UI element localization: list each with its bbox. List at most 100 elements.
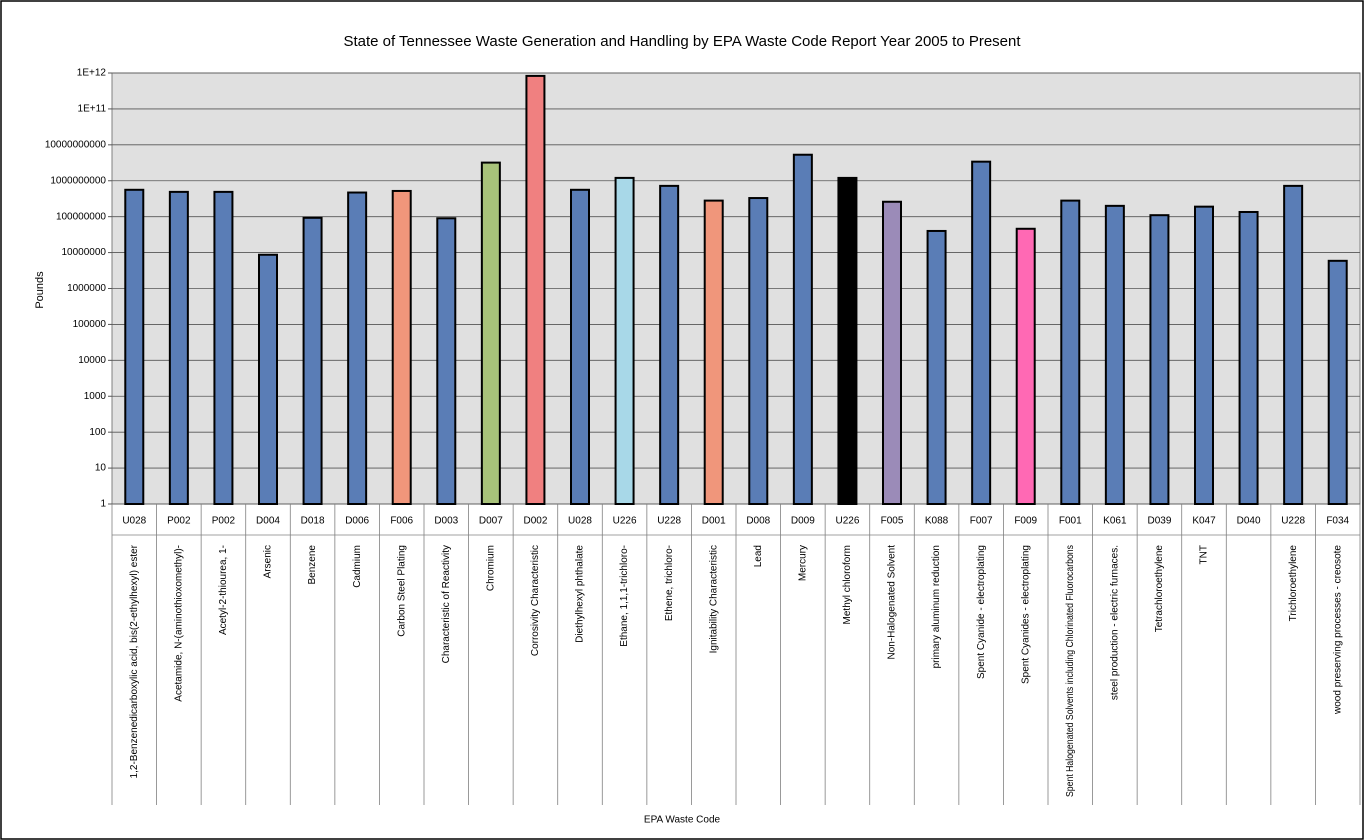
y-tick-label: 10000000000 [45, 139, 107, 150]
x-tick-label: Lead [753, 545, 764, 567]
x-tick-code: D008 [746, 516, 770, 527]
bar [302, 216, 323, 506]
x-tick-code: U228 [1281, 516, 1305, 527]
x-tick-code: P002 [212, 516, 236, 527]
bar [792, 153, 813, 505]
x-tick-code: D002 [523, 516, 547, 527]
y-tick-label: 1000000 [67, 283, 106, 294]
bar [703, 199, 724, 506]
bar [1104, 204, 1125, 505]
y-tick-label: 1000000000 [50, 175, 106, 186]
x-tick-code: D018 [301, 516, 325, 527]
y-tick-label: 10000 [78, 355, 106, 366]
y-tick-label: 10000000 [62, 247, 107, 258]
y-tick-label: 1 [100, 499, 106, 510]
x-tick-label: Arsenic [263, 545, 274, 578]
bar [480, 161, 501, 505]
y-tick-label: 1E+11 [78, 104, 107, 115]
bar [168, 190, 189, 505]
y-tick-label: 100 [89, 427, 106, 438]
x-tick-code: U226 [613, 516, 637, 527]
bar [971, 160, 992, 505]
x-tick-label: Mercury [797, 545, 808, 581]
bar [391, 189, 412, 505]
bar [347, 191, 368, 505]
x-tick-label: Methyl chloroform [842, 545, 853, 624]
x-axis-label: EPA Waste Code [644, 815, 721, 826]
x-tick-code: D009 [791, 516, 815, 527]
x-tick-label: Ethene, trichloro- [664, 545, 675, 621]
bar [1327, 259, 1348, 505]
x-tick-code: U226 [835, 516, 859, 527]
x-tick-code: F005 [881, 516, 904, 527]
bar [213, 190, 234, 505]
bar [525, 74, 546, 506]
x-tick-label: Spent Cyanide - electroplating [976, 545, 987, 679]
x-tick-code: F009 [1014, 516, 1037, 527]
x-tick-label: Non-Halogenated Solvent [887, 545, 898, 660]
chart-title: State of Tennessee Waste Generation and … [343, 33, 1021, 50]
x-tick-label: Spent Cyanides - electroplating [1020, 545, 1031, 684]
x-tick-code: F006 [390, 516, 413, 527]
x-tick-code: P002 [167, 516, 191, 527]
x-tick-code: F001 [1059, 516, 1082, 527]
x-tick-label: 1,2-Benzenedicarboxylic acid, bis(2-ethy… [129, 544, 140, 778]
x-tick-label: Spent Halogenated Solvents including Chl… [1065, 545, 1076, 797]
x-tick-label: Characteristic of Reactivity [441, 545, 452, 663]
x-tick-code: K061 [1103, 516, 1127, 527]
bar [882, 200, 902, 505]
x-tick-code: U028 [568, 516, 592, 527]
x-tick-code: F034 [1326, 516, 1349, 527]
x-tick-label: TNT [1199, 545, 1210, 564]
bar [1060, 199, 1081, 506]
x-tick-code: U228 [657, 516, 681, 527]
bar [659, 184, 680, 505]
x-tick-label: steel production - electric furnaces. [1109, 545, 1120, 700]
y-tick-label: 1E+12 [77, 68, 107, 79]
x-tick-code: D004 [256, 516, 280, 527]
x-tick-label: Ignitability Characteristic [708, 545, 719, 653]
x-tick-code: D039 [1147, 516, 1171, 527]
y-tick-label: 1000 [84, 391, 107, 402]
x-tick-label: Diethylhexyl phthalate [575, 545, 586, 643]
x-tick-code: D003 [434, 516, 458, 527]
x-tick-label: Acetamide, N-(aminothioxomethyl)- [173, 545, 184, 702]
x-tick-label: Trichloroethylene [1288, 545, 1299, 622]
x-tick-code: U028 [122, 516, 146, 527]
x-tick-label: Chromium [485, 545, 496, 591]
x-tick-label: Tetrachloroethylene [1154, 545, 1165, 633]
bar [1283, 184, 1304, 505]
bar [258, 253, 278, 505]
bar [1149, 214, 1170, 505]
bar [748, 197, 769, 506]
x-tick-label: Ethane, 1,1,1-trichloro- [619, 545, 630, 647]
x-tick-label: Benzene [307, 545, 318, 585]
bar [436, 217, 457, 505]
bar [124, 188, 145, 505]
bar [1015, 227, 1036, 506]
bar [1238, 210, 1259, 506]
y-axis-label: Pounds [34, 271, 46, 309]
x-tick-code: D001 [702, 516, 726, 527]
x-tick-code: K088 [925, 516, 949, 527]
bar [837, 176, 858, 505]
y-tick-label: 10 [95, 463, 107, 474]
x-tick-code: K047 [1192, 516, 1216, 527]
x-tick-code: D040 [1237, 516, 1261, 527]
y-tick-label: 100000000 [56, 211, 106, 222]
x-tick-code: D006 [345, 516, 369, 527]
x-tick-label: Carbon Steel Plating [396, 545, 407, 637]
x-tick-label: wood preserving processes - creosote [1332, 545, 1343, 715]
x-tick-label: primary aluminum reduction [931, 545, 942, 668]
bar [614, 176, 635, 505]
x-tick-code: F007 [970, 516, 993, 527]
bar [1194, 205, 1214, 506]
y-tick-label: 100000 [73, 319, 107, 330]
bar [926, 229, 947, 505]
x-tick-label: Cadmium [352, 545, 363, 588]
x-tick-label: Corrosivity Characteristic [530, 545, 541, 656]
bar [570, 188, 590, 505]
x-tick-code: D007 [479, 516, 503, 527]
x-tick-label: Acetyl-2-thiourea, 1- [218, 545, 229, 635]
